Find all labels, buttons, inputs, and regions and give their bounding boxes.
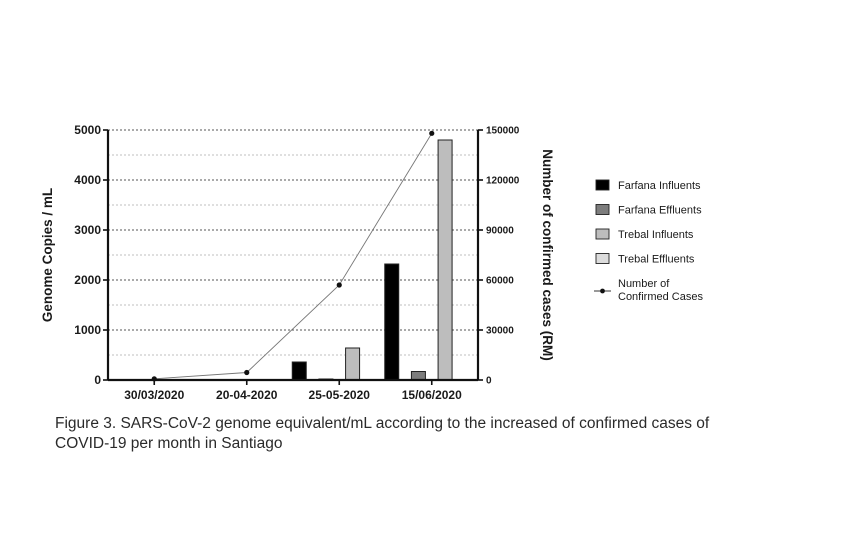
y-right-tick-label: 90000	[486, 226, 514, 237]
x-tick-label: 15/06/2020	[402, 388, 462, 402]
legend-label: Farfana Influents	[618, 180, 701, 192]
y-tick-label: 1000	[74, 323, 101, 337]
bar	[291, 361, 307, 381]
legend-line-point	[600, 288, 605, 294]
x-tick-label: 30/03/2020	[124, 388, 184, 402]
gridlines	[108, 129, 478, 356]
y-right-tick-label: 120000	[486, 176, 520, 187]
chart: 0 1000 2000 3000 4000 5000 0 30000 60000 90000 12…	[40, 123, 703, 402]
y-axis-title: Genome Copies / mL	[40, 188, 55, 322]
line-point	[244, 369, 250, 376]
left-tick-labels: 0 1000 2000 3000 4000 5000	[74, 123, 101, 387]
y-right-tick-label: 150000	[486, 126, 520, 137]
legend-label: Confirmed Cases	[618, 291, 703, 303]
y-tick-label: 4000	[74, 173, 101, 187]
caption-line-1: Figure 3. SARS-CoV-2 genome equivalent/m…	[55, 415, 710, 432]
bar	[410, 371, 426, 381]
y-tick-label: 2000	[74, 273, 101, 287]
bar	[437, 139, 453, 381]
figure-caption: Figure 3. SARS-CoV-2 genome equivalent/m…	[55, 414, 815, 454]
bars	[291, 139, 453, 381]
legend-swatch	[595, 253, 610, 264]
legend-swatch	[595, 179, 610, 191]
y-right-tick-label: 60000	[486, 276, 514, 287]
y-right-tick-label: 30000	[486, 326, 514, 337]
line-point	[429, 130, 435, 136]
bar	[345, 347, 361, 381]
legend-swatch	[595, 228, 610, 240]
y-axis-right-title: Number of confirmed cases (RM)	[540, 149, 555, 361]
caption-line-2: COVID-19 per month in Santiago	[55, 435, 283, 452]
legend: Farfana Influents Farfana Effluents Trebal…	[594, 179, 703, 303]
y-tick-label: 3000	[74, 223, 101, 237]
x-tick-label: 25-05-2020	[309, 388, 371, 402]
right-tick-labels: 0 30000 60000 90000 120000 150000	[486, 126, 520, 387]
legend-label: Number of	[618, 278, 670, 290]
legend-label: Farfana Effluents	[618, 205, 702, 217]
bar	[384, 263, 400, 381]
line-point	[336, 282, 342, 288]
legend-swatch	[595, 204, 610, 215]
line-path	[154, 133, 433, 380]
x-tick-label: 20-04-2020	[216, 388, 278, 402]
legend-label: Trebal Effluents	[618, 254, 695, 266]
y-tick-label: 5000	[74, 123, 101, 137]
axes	[103, 129, 483, 385]
y-tick-label: 0	[94, 373, 101, 387]
x-tick-labels: 30/03/2020 20-04-2020 25-05-2020 15/06/2020	[124, 388, 462, 402]
legend-label: Trebal Influents	[618, 229, 694, 241]
y-right-tick-label: 0	[486, 376, 492, 387]
